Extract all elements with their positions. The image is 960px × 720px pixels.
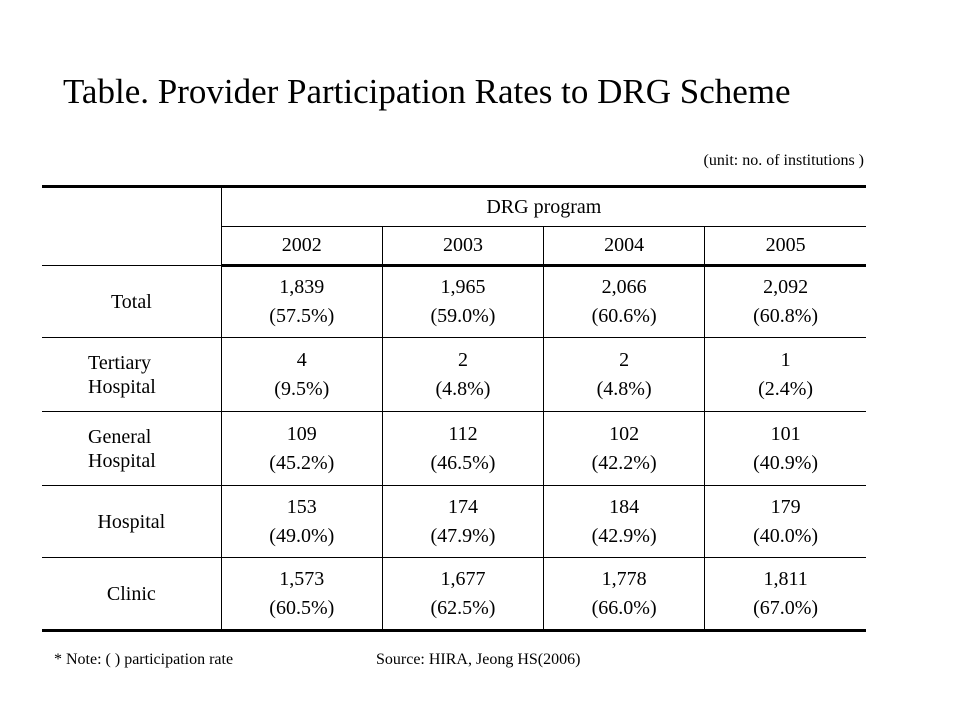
rate-value: (49.0%) — [269, 524, 335, 547]
data-cell: 1,811 (67.0%) — [704, 557, 866, 632]
row-label-general-hospital: General Hospital — [42, 411, 222, 486]
data-cell: 153 (49.0%) — [220, 485, 383, 558]
corner-cell — [42, 185, 222, 266]
rate-value: (66.0%) — [591, 596, 657, 619]
row-label-clinic: Clinic — [42, 557, 222, 632]
data-cell: 1 (2.4%) — [704, 337, 866, 412]
count-value: 1,677 — [440, 567, 486, 590]
count-value: 1 — [780, 348, 791, 371]
footer-note: * Note: ( ) participation rate — [54, 651, 234, 668]
year-header: 2005 — [704, 226, 866, 267]
rate-value: (60.5%) — [269, 596, 335, 619]
data-cell: 112 (46.5%) — [381, 411, 545, 486]
row-label-line: Tertiary — [88, 351, 152, 374]
count-value: 184 — [609, 495, 640, 518]
rate-value: (60.6%) — [591, 305, 657, 327]
row-label-line: Hospital — [88, 375, 156, 398]
count-value: 2,066 — [601, 276, 647, 298]
count-value: 4 — [296, 348, 307, 371]
count-value: 174 — [447, 495, 478, 518]
data-cell: 1,778 (66.0%) — [543, 557, 706, 632]
rate-value: (4.8%) — [596, 377, 652, 400]
unit-note: (unit: no. of institutions ) — [703, 152, 864, 169]
table-row: Clinic 1,573 (60.5%) 1,677 (62.5%) 1,778 (6… — [42, 557, 866, 632]
count-value: 101 — [770, 422, 801, 445]
data-cell: 2 (4.8%) — [381, 337, 545, 412]
row-label-line: General — [88, 425, 152, 448]
data-cell: 102 (42.2%) — [543, 411, 706, 486]
table-row: General Hospital 109 (45.2%) 112 (46.5%) 10… — [42, 411, 866, 486]
data-cell: 1,573 (60.5%) — [220, 557, 383, 632]
rate-value: (67.0%) — [753, 596, 819, 619]
data-cell: 1,965 (59.0%) — [381, 265, 545, 338]
data-cell: 1,677 (62.5%) — [381, 557, 545, 632]
year-header: 2004 — [543, 226, 706, 267]
rate-value: (4.8%) — [435, 377, 491, 400]
count-value: 112 — [448, 422, 478, 445]
data-cell: 109 (45.2%) — [220, 411, 383, 486]
count-value: 1,839 — [279, 276, 325, 298]
count-value: 1,811 — [763, 567, 808, 590]
rate-value: (40.0%) — [753, 524, 819, 547]
row-label-total: Total — [42, 265, 222, 338]
rate-value: (9.5%) — [274, 377, 330, 400]
data-cell: 2,066 (60.6%) — [543, 265, 706, 338]
page-title: Table. Provider Participation Rates to D… — [63, 72, 791, 111]
rate-value: (60.8%) — [753, 305, 819, 327]
count-value: 102 — [609, 422, 640, 445]
rate-value: (46.5%) — [430, 451, 496, 474]
table-header-row: DRG program — [42, 185, 866, 266]
count-value: 1,965 — [440, 276, 486, 298]
group-header: DRG program — [220, 185, 866, 227]
data-cell: 4 (9.5%) — [220, 337, 383, 412]
data-cell: 179 (40.0%) — [704, 485, 866, 558]
data-cell: 101 (40.9%) — [704, 411, 866, 486]
row-label-tertiary-hospital: Tertiary Hospital — [42, 337, 222, 412]
data-cell: 1,839 (57.5%) — [220, 265, 383, 338]
count-value: 179 — [770, 495, 801, 518]
count-value: 1,573 — [279, 567, 325, 590]
count-value: 109 — [286, 422, 317, 445]
rate-value: (42.2%) — [591, 451, 657, 474]
rate-value: (59.0%) — [430, 305, 496, 327]
data-cell: 174 (47.9%) — [381, 485, 545, 558]
count-value: 2,092 — [763, 276, 809, 298]
table-row: Tertiary Hospital 4 (9.5%) 2 (4.8%) 2 (4.8%)… — [42, 337, 866, 412]
count-value: 2 — [619, 348, 630, 371]
rate-value: (42.9%) — [591, 524, 657, 547]
row-label-line: Hospital — [88, 449, 156, 472]
rate-value: (40.9%) — [753, 451, 819, 474]
data-cell: 2,092 (60.8%) — [704, 265, 866, 338]
rate-value: (45.2%) — [269, 451, 335, 474]
count-value: 2 — [457, 348, 468, 371]
data-cell: 2 (4.8%) — [543, 337, 706, 412]
rate-value: (57.5%) — [269, 305, 335, 327]
count-value: 1,778 — [601, 567, 647, 590]
row-label-hospital: Hospital — [42, 485, 222, 558]
rate-value: (2.4%) — [758, 377, 814, 400]
table-row: Total 1,839 (57.5%) 1,965 (59.0%) 2,066 (60… — [42, 265, 866, 338]
data-cell: 184 (42.9%) — [543, 485, 706, 558]
participation-table: DRG program 2002 2003 2004 2005 Total 1,… — [42, 185, 866, 632]
footer-source: Source: HIRA, Jeong HS(2006) — [376, 651, 581, 668]
year-header: 2003 — [381, 226, 545, 267]
year-header: 2002 — [220, 226, 383, 267]
rate-value: (47.9%) — [430, 524, 496, 547]
year-header-row: 2002 2003 2004 2005 — [42, 226, 866, 267]
table-row: Hospital 153 (49.0%) 174 (47.9%) 184 (42.9%… — [42, 485, 866, 558]
count-value: 153 — [286, 495, 317, 518]
rate-value: (62.5%) — [430, 596, 496, 619]
